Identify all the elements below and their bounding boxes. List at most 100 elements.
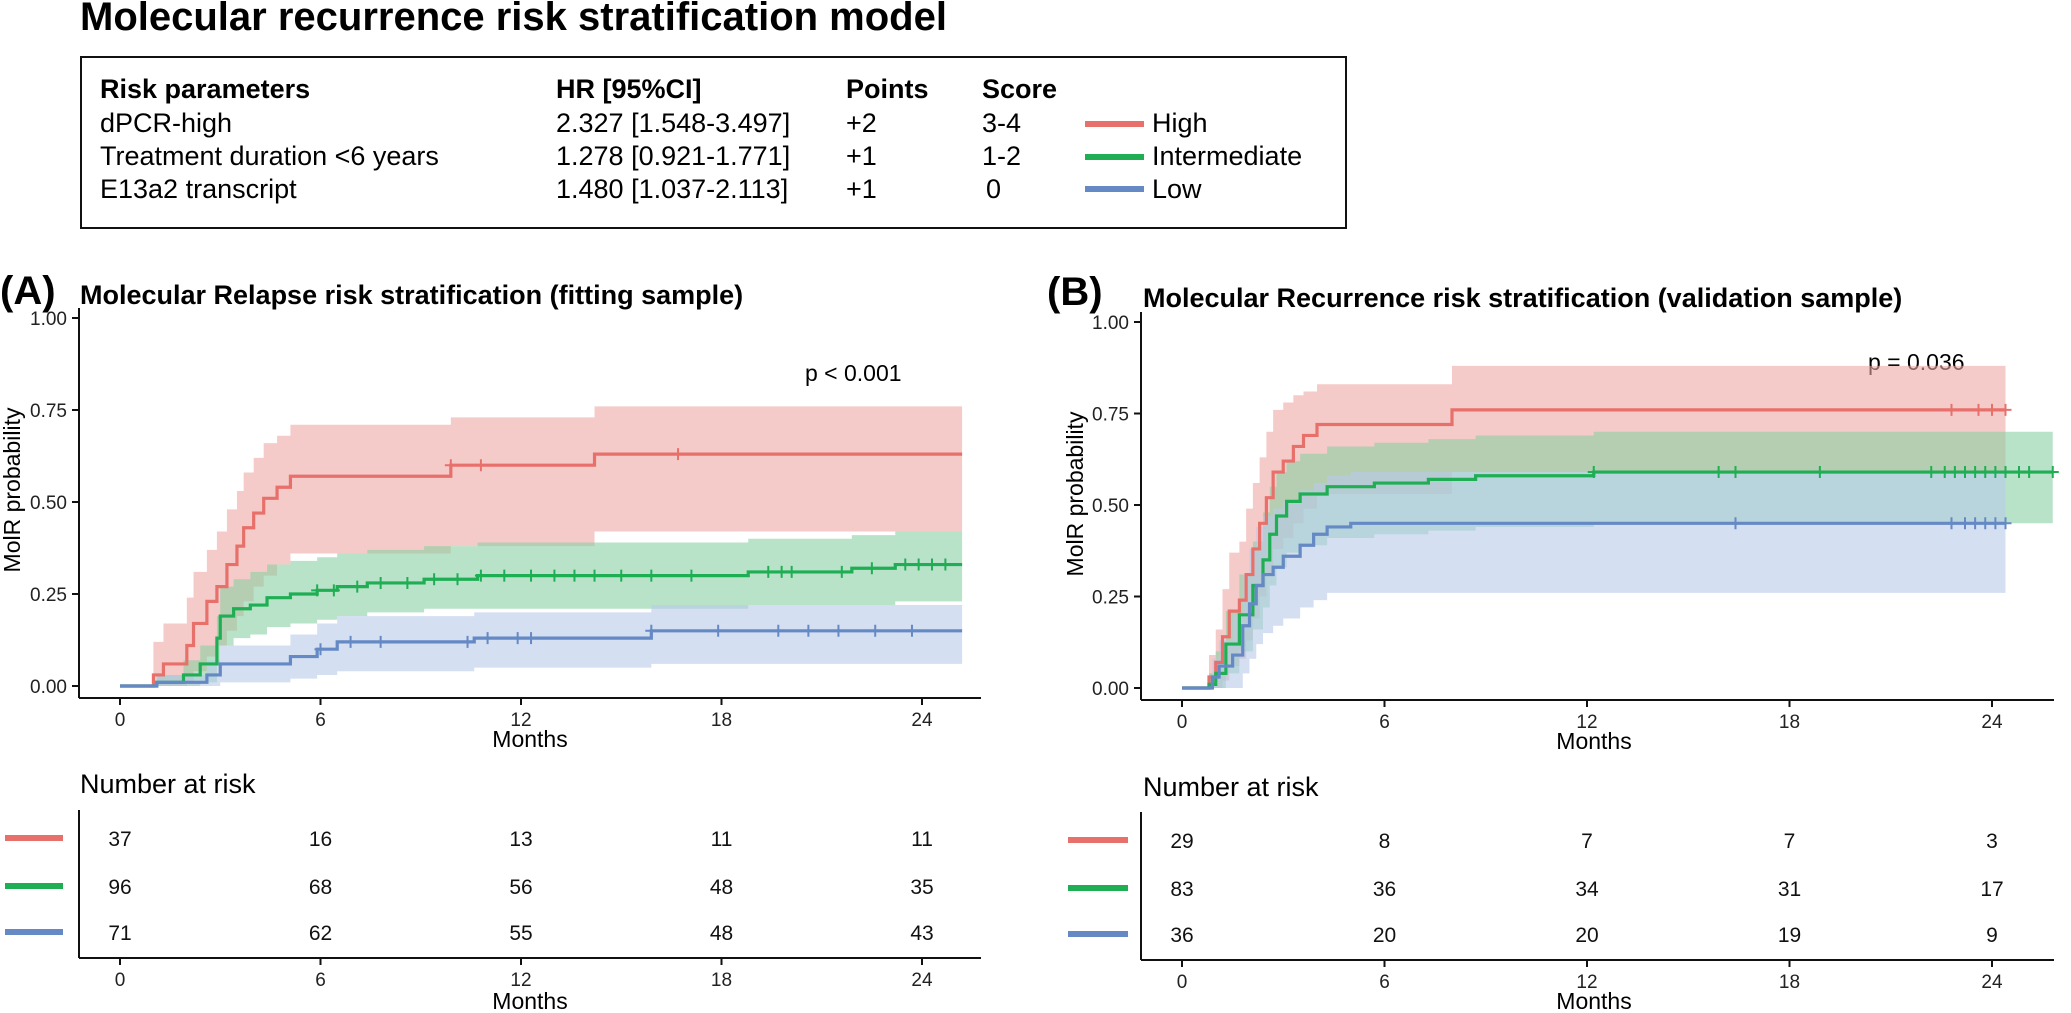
censor-mark [785,565,798,578]
censor-mark [2046,466,2059,479]
censor-mark [1945,403,1958,416]
km-plot-area: 0.00 0.25 0.50 0.75 1.00 0 6 12 18 24 [30,308,981,731]
censor-mark [568,569,581,582]
censor-mark [1587,466,1600,479]
censor-mark [1999,517,2012,530]
param-hr: 1.278 [0.921-1.771] [556,141,790,171]
risk-count: 29 [1170,830,1193,853]
risk-count: 35 [910,876,933,899]
y-tick-label: 1.00 [1092,313,1129,334]
censor-mark [327,584,340,597]
censor-mark [311,584,324,597]
censor-mark [444,459,457,472]
risk-count: 7 [1581,830,1593,853]
censor-mark [912,558,925,571]
y-tick-label: 0.50 [1092,496,1129,517]
censor-mark [1969,466,1982,479]
risk-count: 62 [309,922,332,945]
x-tick-label: 12 [1576,712,1597,733]
km-curve-intermediate [120,562,963,688]
x-tick-label: 24 [911,710,933,731]
risk-table-x-tick-label: 0 [115,970,126,991]
censor-mark [1999,403,2012,416]
x-tick-label: 24 [1981,712,2003,733]
censor-mark [1938,466,1951,479]
censor-mark [1969,517,1982,530]
risk-count: 48 [710,876,733,899]
score-range: 3-4 [982,108,1021,138]
km-curve-low [120,629,963,688]
risk-count: 20 [1373,924,1396,947]
ci-band-low [1182,472,2006,688]
censor-mark [428,573,441,586]
km-curve-high [120,452,963,688]
censor-mark [1729,466,1742,479]
km-curve-intermediate [1182,470,2053,690]
x-tick-label: 0 [115,710,126,731]
risk-count: 13 [509,828,532,851]
x-tick-label: 12 [510,710,531,731]
censor-mark [525,632,538,645]
y-tick-label: 0.25 [30,585,67,606]
km-curve-low [1182,521,2006,690]
censor-mark [905,624,918,637]
panel-a: (A) Molecular Relapse risk stratificatio… [0,269,981,1013]
x-axis-title: Months [492,726,567,752]
risk-count: 43 [910,922,933,945]
model-table-row: E13a2 transcript 1.480 [1.037-2.113] +1 … [100,174,1202,204]
model-table-row: dPCR-high 2.327 [1.548-3.497] +2 3-4 Hig… [100,108,1208,138]
model-table-header: Risk parameters HR [95%CI] Points Score [100,74,1057,104]
panel-title: Molecular Relapse risk stratification (f… [80,280,743,310]
censor-mark [314,643,327,656]
param-points: +1 [846,141,877,171]
ci-band-low [120,605,963,686]
censor-mark [1959,517,1971,530]
censor-mark [2023,466,2036,479]
censor-mark [926,558,939,571]
model-table-border [80,56,1347,229]
header-risk-parameters: Risk parameters [100,74,310,104]
risk-count: 83 [1170,878,1193,901]
legend-label-low: Low [1152,174,1202,204]
header-hr: HR [95%CI] [556,74,702,104]
risk-count: 68 [309,876,332,899]
risk-count: 36 [1170,924,1193,947]
censor-mark [865,562,878,575]
x-tick-label: 6 [1379,712,1390,733]
censor-mark [461,635,474,648]
censor-mark [802,624,815,637]
legend-label-high: High [1152,108,1208,138]
risk-count: 9 [1986,924,1998,947]
risk-count: 11 [711,828,733,851]
censor-mark [481,632,494,645]
censor-mark [374,576,387,589]
risk-table-x-tick-label: 18 [1779,972,1800,993]
risk-count: 7 [1784,830,1796,853]
ci-band-intermediate [120,531,963,686]
censor-mark [939,558,952,571]
censor-mark [1813,466,1826,479]
censor-mark [832,624,845,637]
y-tick-label: 0.00 [30,677,67,698]
risk-count: 34 [1575,878,1599,901]
censor-mark [645,569,658,582]
risk-table-x-tick-label: 24 [1981,972,2003,993]
param-name: Treatment duration <6 years [100,141,439,171]
y-axis-title: MolR probability [0,407,25,572]
score-range: 0 [986,174,1001,204]
risk-table-title: Number at risk [80,769,256,799]
param-hr: 2.327 [1.548-3.497] [556,108,790,138]
risk-table: 29 8 7 7 3 83 36 34 31 17 36 20 20 19 9 0 6 12 18 24 [1068,812,2054,993]
risk-table-x-tick-label: 12 [510,970,531,991]
risk-table-x-tick-label: 18 [711,970,732,991]
censor-mark [451,573,464,586]
risk-count: 3 [1986,830,1998,853]
x-tick-label: 18 [1779,712,1800,733]
y-tick-label: 1.00 [30,309,67,330]
censor-mark [1925,466,1938,479]
y-axis-title: MolR probability [1062,411,1088,576]
model-table-row: Treatment duration <6 years 1.278 [0.921… [100,141,1302,171]
censor-mark [1945,517,1958,530]
censor-mark [1986,403,1998,416]
risk-table-x-tick-label: 6 [315,970,326,991]
